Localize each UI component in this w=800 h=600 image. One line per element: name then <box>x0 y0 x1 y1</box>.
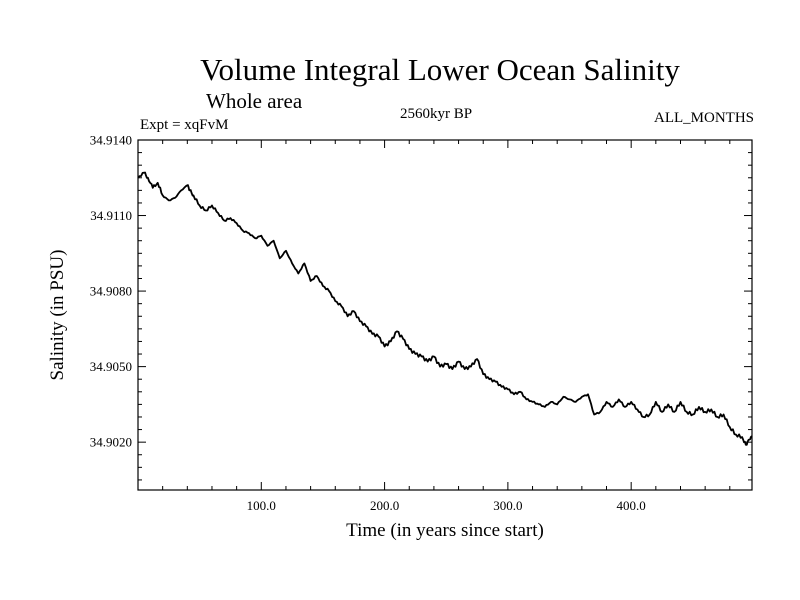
x-tick-label: 400.0 <box>617 498 646 513</box>
x-axis-label: Time (in years since start) <box>346 520 544 541</box>
y-tick-label: 34.9080 <box>90 284 132 299</box>
chart-subtitle: Whole area <box>206 89 303 113</box>
x-tick-label: 100.0 <box>247 498 276 513</box>
experiment-label: Expt = xqFvM <box>140 117 229 133</box>
x-tick-label: 300.0 <box>493 498 522 513</box>
y-tick-label: 34.9050 <box>90 359 132 374</box>
y-tick-label: 34.9140 <box>90 133 132 148</box>
months-label: ALL_MONTHS <box>654 110 754 126</box>
x-tick-label: 200.0 <box>370 498 399 513</box>
y-tick-label: 34.9020 <box>90 435 132 450</box>
period-label: 2560kyr BP <box>400 106 473 122</box>
chart-title: Volume Integral Lower Ocean Salinity <box>200 52 680 87</box>
salinity-series-line <box>137 171 753 446</box>
plot-frame <box>137 139 753 491</box>
y-tick-label: 34.9110 <box>90 208 132 223</box>
